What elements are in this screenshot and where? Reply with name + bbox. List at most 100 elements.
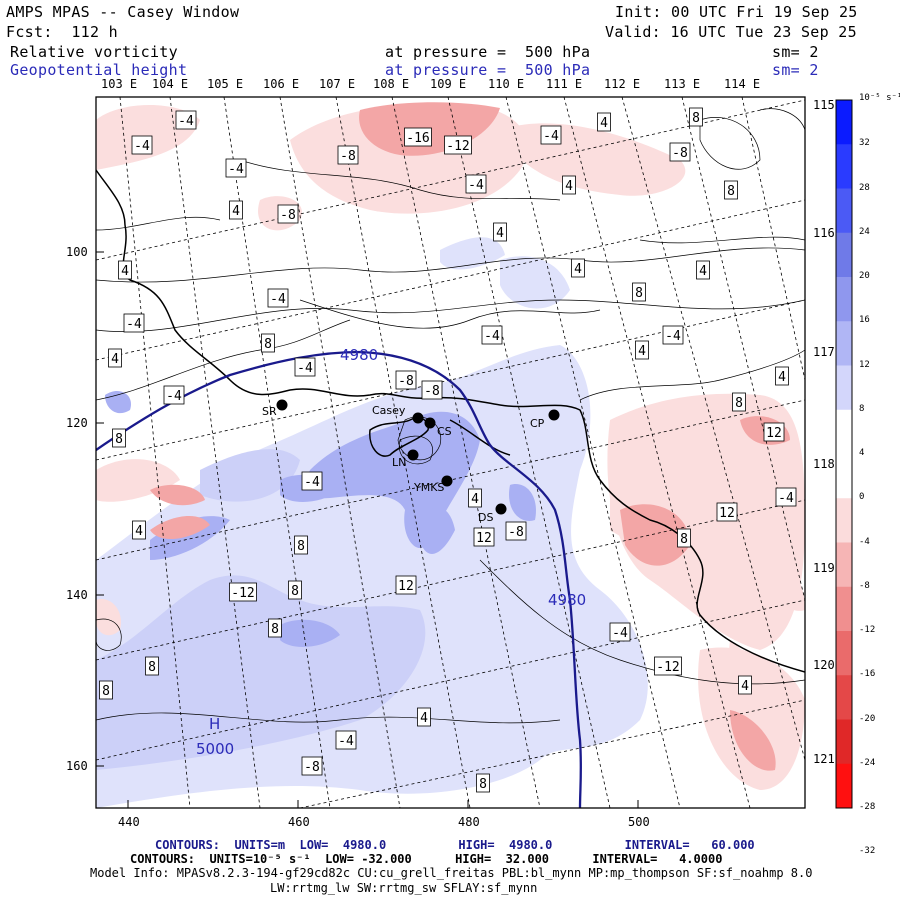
svg-text:-12: -12: [446, 139, 469, 154]
svg-text:4: 4: [135, 524, 143, 539]
svg-text:4: 4: [638, 344, 646, 359]
vorticity-value-label: 8: [724, 180, 738, 200]
height-label: 5000: [196, 740, 234, 758]
colorbar-tick-label: 12: [859, 359, 870, 370]
svg-text:-8: -8: [280, 208, 296, 223]
vorticity-value-label: 4: [132, 520, 146, 540]
svg-text:-4: -4: [543, 129, 559, 144]
svg-text:8: 8: [291, 584, 299, 599]
svg-text:-4: -4: [134, 139, 150, 154]
svg-text:8: 8: [680, 532, 688, 547]
vorticity-value-label: 8: [689, 107, 703, 127]
station-marker: SR: [262, 399, 288, 418]
svg-text:-8: -8: [340, 149, 356, 164]
lon-label-right: 115 E: [812, 98, 851, 112]
height-label: 4980: [548, 591, 586, 609]
lon-label-right: 117 E: [812, 345, 851, 359]
svg-text:LN: LN: [392, 456, 406, 469]
colorbar-tick-label: 24: [859, 226, 870, 237]
svg-text:-16: -16: [406, 131, 429, 146]
vorticity-value-label: 8: [288, 580, 302, 600]
vorticity-value-label: 4: [493, 222, 507, 242]
svg-text:4: 4: [699, 264, 707, 279]
axis-ticks: [96, 251, 639, 808]
x-axis-label: 460: [288, 815, 310, 829]
vorticity-value-label: 4: [571, 258, 585, 278]
vorticity-value-label: 8: [112, 428, 126, 448]
station-marker: DS: [478, 503, 507, 524]
forecast-hour: Fcst: 112 h: [6, 23, 118, 41]
svg-text:-4: -4: [304, 475, 320, 490]
vorticity-value-label: -4: [775, 487, 797, 507]
field-height: Geopotential height: [10, 61, 188, 79]
lon-label: 110 E: [488, 77, 525, 91]
svg-text:4: 4: [111, 352, 119, 367]
high-center-label: H: [209, 715, 220, 733]
lon-label: 108 E: [373, 77, 410, 91]
vorticity-value-label: -8: [395, 370, 417, 390]
svg-text:-4: -4: [270, 292, 286, 307]
vorticity-value-label: -12: [444, 135, 472, 155]
height-label-group: 4980 4980 5000 H: [196, 346, 586, 758]
svg-text:8: 8: [692, 111, 700, 126]
graticule: [96, 97, 805, 808]
colorbar-tick-label: -4: [859, 536, 870, 547]
vorticity-value-label: 8: [268, 618, 282, 638]
svg-text:-4: -4: [612, 626, 628, 641]
svg-text:12: 12: [476, 531, 492, 546]
height-contours: [96, 350, 583, 808]
lon-label: 106 E: [263, 77, 300, 91]
colorbar-tick-label: 8: [859, 403, 865, 414]
svg-text:-4: -4: [178, 114, 194, 129]
svg-text:8: 8: [102, 684, 110, 699]
vorticity-value-label: 4: [696, 260, 710, 280]
x-axis-label: 500: [628, 815, 650, 829]
vorticity-value-label: -4: [301, 471, 323, 491]
svg-text:4: 4: [420, 711, 428, 726]
station-marker: CS: [424, 417, 452, 438]
svg-text:-4: -4: [228, 162, 244, 177]
smoothing-height: sm= 2: [772, 61, 819, 79]
lon-label-right: 120 E: [812, 658, 851, 672]
svg-text:8: 8: [115, 432, 123, 447]
colorbar-tick-label: 32: [859, 138, 870, 149]
svg-text:-4: -4: [297, 361, 313, 376]
lon-label: 104 E: [152, 77, 189, 91]
vorticity-value-label: 4: [775, 366, 789, 386]
vorticity-value-label: -12: [654, 656, 682, 676]
vorticity-value-label: 12: [716, 502, 738, 522]
lon-label-right: 118 E: [812, 457, 851, 471]
svg-text:4: 4: [496, 226, 504, 241]
field-vorticity: Relative vorticity: [10, 43, 178, 61]
y-axis-label: 100: [66, 245, 88, 259]
vorticity-value-label: -4: [609, 622, 631, 642]
lon-label-right: 121 E: [812, 752, 851, 766]
colorbar-tick-label: -8: [859, 580, 870, 591]
lon-label: 105 E: [207, 77, 244, 91]
vorticity-value-label: 12: [763, 422, 785, 442]
colorbar-tick-label: -32: [859, 846, 876, 857]
lon-label: 112 E: [604, 77, 641, 91]
vorticity-value-label: 8: [261, 333, 275, 353]
station-marker: Casey: [372, 404, 424, 424]
svg-text:8: 8: [479, 777, 487, 792]
vorticity-value-label: -12: [229, 582, 257, 602]
model-info: Model Info: MPASv8.2.3-194-gf29cd82c CU:…: [90, 866, 813, 880]
svg-text:-12: -12: [231, 586, 254, 601]
vorticity-value-label: 8: [476, 773, 490, 793]
svg-text:8: 8: [271, 622, 279, 637]
vorticity-value-label: -4: [225, 158, 247, 178]
vorticity-value-label: 4: [229, 200, 243, 220]
height-contour-info: CONTOURS: UNITS=m LOW= 4980.0 HIGH= 4980…: [155, 838, 755, 852]
vorticity-value-label: -8: [301, 756, 323, 776]
vorticity-value-label: -4: [294, 357, 316, 377]
svg-text:-4: -4: [338, 734, 354, 749]
svg-text:4: 4: [741, 679, 749, 694]
vorticity-value-label: 8: [632, 282, 646, 302]
station-marker: LN: [392, 449, 419, 469]
colorbar-tick-label: -12: [859, 625, 876, 635]
vorticity-value-label: -4: [662, 325, 684, 345]
vorticity-value-label: 8: [99, 680, 113, 700]
vorticity-value-label: -4: [540, 125, 562, 145]
strong-vorticity-shading: [105, 390, 536, 647]
